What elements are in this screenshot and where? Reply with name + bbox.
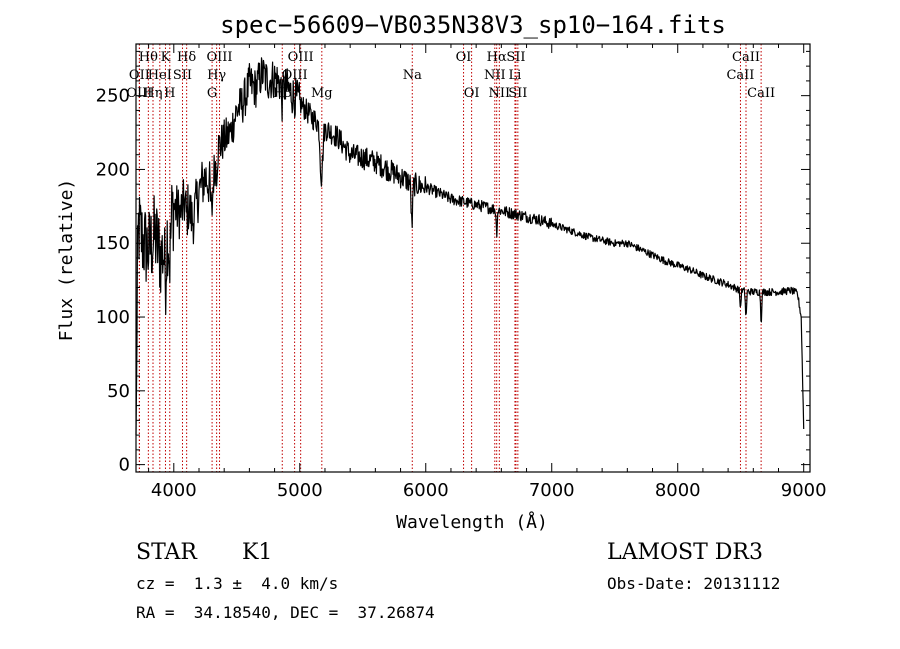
line-markers <box>138 44 762 472</box>
y-tick-label: 50 <box>107 381 130 402</box>
line-marker-label: Na <box>403 68 422 83</box>
y-tick-label: 200 <box>96 159 130 180</box>
line-marker-label: Hθ <box>139 50 158 65</box>
line-marker-label: NII <box>489 86 511 101</box>
x-axis-label: Wavelength (Å) <box>396 511 548 533</box>
line-marker-label: Hη <box>143 86 162 101</box>
line-marker-label: HeI <box>148 68 172 83</box>
line-marker-label: OIII <box>206 50 232 65</box>
line-marker-label: OIII <box>288 50 314 65</box>
line-marker-label: CaII <box>726 68 754 83</box>
line-marker-label: OIII <box>126 86 152 101</box>
line-marker-label: SII <box>508 86 527 101</box>
line-marker-label: Hα <box>487 50 507 65</box>
line-marker-label: Mg <box>311 86 333 101</box>
line-marker-label: OI <box>456 50 472 65</box>
chart-title: spec−56609−VB035N38V3_sp10−164.fits <box>220 11 726 39</box>
x-tick-label: 8000 <box>655 480 701 501</box>
line-marker-label: H <box>164 86 175 101</box>
line-marker-label: G <box>207 86 217 101</box>
line-marker-label: Hδ <box>177 50 196 65</box>
y-tick-label: 150 <box>96 233 130 254</box>
line-marker-label: SII <box>506 50 525 65</box>
y-tick-label: 100 <box>96 307 130 328</box>
x-tick-label: 6000 <box>403 480 449 501</box>
plot-frame <box>135 43 811 473</box>
spectrum-line <box>135 57 805 436</box>
line-marker-label: SII <box>173 68 192 83</box>
x-tick-label: 5000 <box>277 480 323 501</box>
line-marker-label: OI <box>464 86 480 101</box>
object-subclass: K1 <box>242 540 273 565</box>
axis-ticks: 4000 5000 6000 7000 8000 9000 0 50 100 150 200 250 <box>96 44 827 501</box>
line-marker-label: NII <box>484 68 506 83</box>
x-tick-label: 7000 <box>529 480 575 501</box>
line-marker-label: CaII <box>747 86 775 101</box>
y-tick-label: 0 <box>119 455 130 476</box>
x-tick-label: 9000 <box>781 480 827 501</box>
line-marker-label: K <box>161 50 171 65</box>
y-tick-label: 250 <box>96 86 130 107</box>
y-axis-label: Flux (relative) <box>56 179 77 342</box>
observation-date: Obs-Date: 20131112 <box>607 574 781 593</box>
line-marker-label: OII <box>129 68 150 83</box>
line-marker-label: CaII <box>732 50 760 65</box>
line-marker-label: Li <box>509 68 522 83</box>
x-tick-label: 4000 <box>151 480 197 501</box>
line-marker-label: Hγ <box>207 68 226 83</box>
sky-coordinates: RA = 34.18540, DEC = 37.26874 <box>136 603 435 622</box>
object-class: STAR <box>136 540 197 565</box>
survey-name: LAMOST DR3 <box>607 540 763 565</box>
redshift-value: cz = 1.3 ± 4.0 km/s <box>136 574 339 593</box>
